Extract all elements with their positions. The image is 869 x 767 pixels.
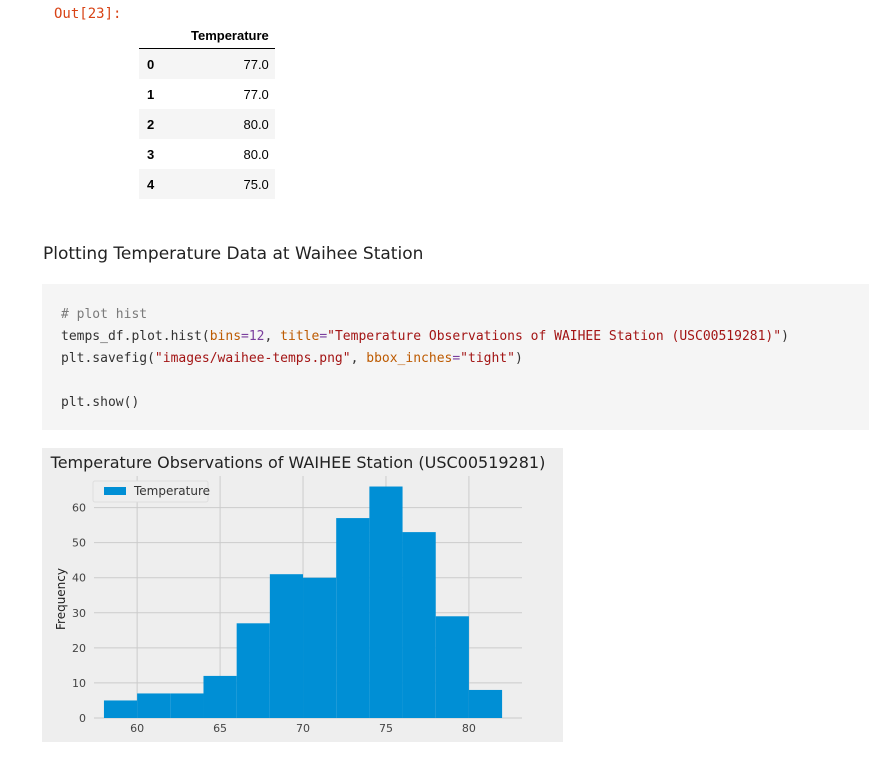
x-tick-label: 60 — [130, 722, 144, 735]
code-token: ) — [781, 329, 789, 344]
code-number: 12 — [248, 329, 265, 344]
code-token: , — [264, 329, 281, 344]
legend-label: Temperature — [133, 484, 210, 498]
x-tick-label: 70 — [296, 722, 310, 735]
histogram-bar — [269, 574, 304, 718]
y-tick-label: 10 — [72, 677, 86, 690]
row-value: 80.0 — [243, 146, 269, 162]
y-tick-label: 40 — [72, 572, 86, 585]
histogram-svg: Temperature Observations of WAIHEE Stati… — [50, 453, 546, 735]
code-comment: # plot hist — [61, 307, 148, 322]
code-string: "tight" — [460, 351, 515, 366]
code-line-show: plt.show() — [61, 395, 140, 410]
table-row: 4 75.0 — [139, 169, 275, 199]
chart-title: Temperature Observations of WAIHEE Stati… — [50, 453, 546, 472]
row-value: 75.0 — [243, 176, 269, 192]
section-heading: Plotting Temperature Data at Waihee Stat… — [43, 244, 424, 264]
row-index: 2 — [147, 116, 155, 132]
x-tick-label: 80 — [462, 722, 476, 735]
code-line-hist: temps_df.plot.hist(bins=12, title="Tempe… — [61, 329, 789, 344]
code-keyword: bbox_inches — [366, 351, 453, 366]
code-token: plt.savefig( — [61, 351, 155, 366]
y-tick-label: 20 — [72, 642, 86, 655]
row-index: 4 — [147, 176, 155, 192]
axis-ticks: 0 10 20 30 40 50 60 60 65 70 75 80 — [72, 502, 476, 735]
table-row: 1 77.0 — [139, 79, 275, 109]
histogram-bar — [203, 675, 237, 718]
histogram-bar — [468, 689, 503, 718]
dataframe-table: Temperature 0 77.0 1 77.0 2 80.0 3 80.0 … — [139, 22, 275, 199]
row-value: 80.0 — [243, 116, 269, 132]
code-line-comment: # plot hist — [61, 307, 147, 322]
table-row: 3 80.0 — [139, 139, 275, 169]
code-string: "Temperature Observations of WAIHEE Stat… — [327, 329, 782, 344]
y-tick-label: 60 — [72, 502, 86, 515]
code-token: , — [350, 351, 367, 366]
code-keyword: title — [280, 329, 320, 344]
table-row: 0 77.0 — [139, 48, 275, 79]
histogram-bars — [103, 486, 503, 718]
histogram-bar — [435, 616, 469, 718]
code-token: ) — [514, 351, 523, 366]
y-tick-label: 30 — [72, 607, 86, 620]
histogram-bar — [236, 623, 270, 718]
legend-box — [92, 480, 209, 503]
histogram-bar — [170, 693, 204, 718]
code-keyword: bins — [209, 329, 242, 344]
x-tick-label: 75 — [379, 722, 393, 735]
legend-swatch — [104, 487, 126, 495]
code-token: temps_df.plot.hist( — [61, 329, 210, 344]
histogram-bar — [402, 532, 436, 718]
histogram-bar — [303, 577, 337, 718]
y-tick-label: 0 — [79, 712, 86, 725]
code-operator: = — [319, 329, 328, 344]
row-index: 1 — [147, 86, 155, 102]
histogram-chart: Temperature Observations of WAIHEE Stati… — [42, 448, 563, 742]
row-index: 0 — [147, 56, 155, 72]
index-header — [139, 22, 185, 49]
output-prompt: Out[23]: — [54, 6, 122, 22]
code-operator: = — [452, 351, 461, 366]
histogram-bar — [103, 700, 138, 718]
row-value: 77.0 — [243, 86, 269, 102]
row-value: 77.0 — [243, 56, 269, 72]
code-cell[interactable]: # plot hist temps_df.plot.hist(bins=12, … — [42, 284, 869, 430]
y-axis-label: Frequency — [54, 568, 68, 630]
code-operator: = — [241, 329, 249, 344]
code-line-savefig: plt.savefig("images/waihee-temps.png", b… — [61, 351, 523, 366]
histogram-bar — [369, 486, 403, 718]
histogram-bar — [336, 518, 370, 718]
column-header-temperature: Temperature — [185, 22, 275, 49]
code-string: "images/waihee-temps.png" — [154, 351, 351, 366]
chart-legend: Temperature — [92, 480, 210, 503]
table-header-row: Temperature — [139, 22, 275, 49]
x-tick-label: 65 — [213, 722, 227, 735]
row-index: 3 — [147, 146, 155, 162]
histogram-bar — [137, 693, 171, 718]
y-tick-label: 50 — [72, 537, 86, 550]
table-row: 2 80.0 — [139, 109, 275, 139]
